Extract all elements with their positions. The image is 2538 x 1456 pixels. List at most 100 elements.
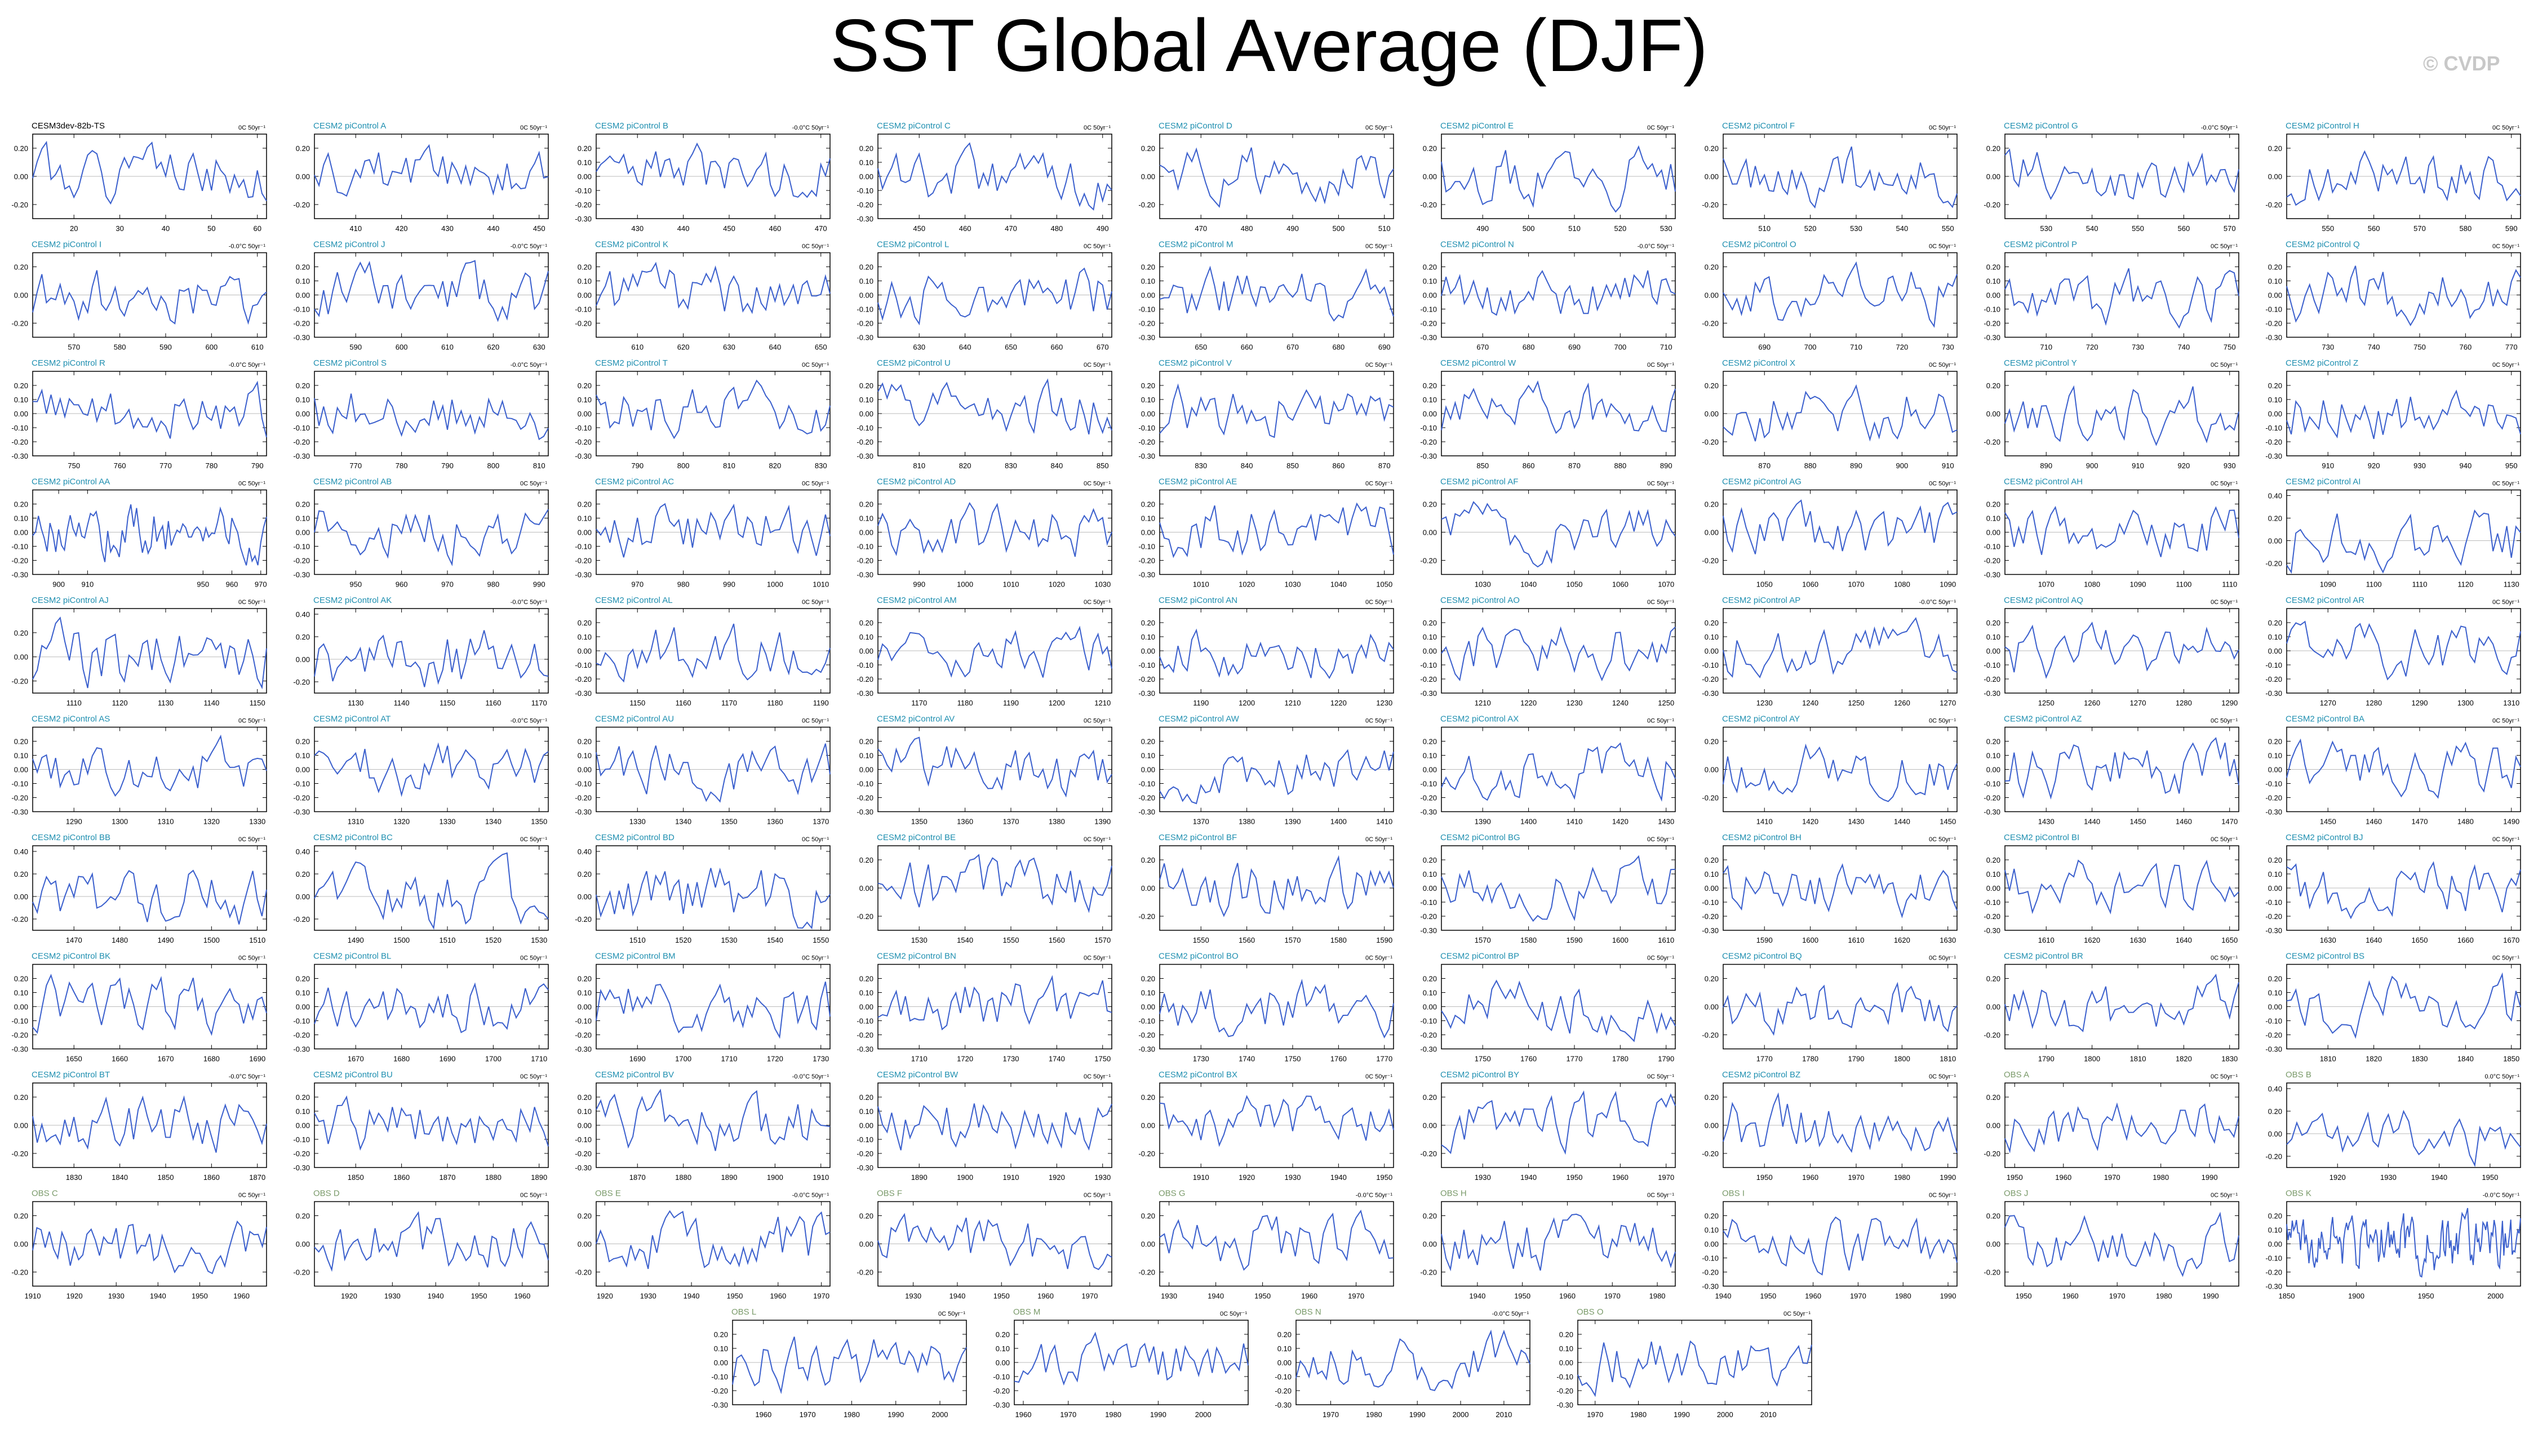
x-tick-label: 1340 [675, 818, 691, 826]
trend-label: 0C 50yr⁻¹ [1365, 1073, 1392, 1080]
x-tick-label: 1750 [1475, 1055, 1491, 1063]
trend-label: 0C 50yr⁻¹ [520, 125, 547, 131]
trend-label: 0C 50yr⁻¹ [1084, 718, 1111, 725]
chart-panel: CESM2 piControl C 0C 50yr⁻¹ 0.20 0.10 0.00 -0… [857, 121, 1112, 233]
x-tick-label: 460 [769, 224, 782, 233]
x-tick-label: 530 [2040, 224, 2052, 233]
x-tick-label: 730 [1942, 343, 1954, 352]
y-tick-label: 0.00 [1986, 529, 2000, 537]
x-tick-label: 990 [533, 580, 545, 589]
series-line [1723, 617, 1958, 678]
chart-panel: CESM2 piControl BD 0C 50yr⁻¹ 0.40 0.20 0.00 -… [575, 833, 831, 944]
panel-title: CESM2 piControl P [2004, 240, 2077, 250]
x-tick-label: 480 [1241, 224, 1253, 233]
y-tick-label: 0.10 [578, 514, 592, 523]
x-tick-label: 1130 [2504, 580, 2519, 589]
panel-title: OBS A [2004, 1070, 2029, 1080]
x-tick-label: 1950 [2418, 1292, 2434, 1300]
y-tick-label: -0.10 [575, 187, 592, 195]
y-tick-label: -0.30 [1984, 334, 2000, 342]
trend-label: 0C 50yr⁻¹ [1084, 481, 1111, 487]
x-tick-label: 1410 [1756, 818, 1773, 826]
x-tick-label: 1960 [1301, 1292, 1317, 1300]
x-tick-label: 1030 [1094, 580, 1111, 589]
y-tick-label: -0.20 [11, 557, 28, 565]
trend-label: 0.0°C 50yr⁻¹ [2484, 1073, 2519, 1080]
x-tick-label: 1070 [2038, 580, 2055, 589]
x-tick-label: 970 [255, 580, 267, 589]
y-tick-label: -0.20 [2265, 201, 2282, 209]
y-tick-label: -0.20 [293, 1031, 310, 1040]
chart-panel: CESM2 piControl BJ 0C 50yr⁻¹ 0.20 0.10 0.00 -… [2265, 833, 2521, 944]
y-tick-label: 0.20 [1986, 500, 2000, 509]
y-tick-label: -0.10 [2265, 305, 2282, 314]
x-tick-label: 470 [815, 224, 827, 233]
series-line [1723, 261, 1958, 328]
y-tick-label: 0.00 [14, 291, 28, 300]
y-tick-label: -0.10 [11, 780, 28, 788]
y-tick-label: -0.20 [857, 319, 873, 328]
x-tick-label: 710 [1660, 343, 1672, 352]
y-tick-label: -0.20 [1556, 1387, 1573, 1395]
y-tick-label: -0.20 [1138, 912, 1155, 921]
panel-title: CESM2 piControl BO [1159, 952, 1239, 961]
x-tick-label: 1410 [1376, 818, 1392, 826]
trend-label: 0C 50yr⁻¹ [2492, 362, 2519, 369]
x-tick-label: 810 [723, 461, 735, 470]
trend-label: 0C 50yr⁻¹ [1084, 362, 1111, 369]
y-tick-label: 0.00 [578, 766, 592, 774]
y-tick-label: 0.00 [859, 172, 873, 181]
x-tick-label: 1530 [911, 936, 928, 944]
x-tick-label: 760 [114, 461, 126, 470]
y-tick-label: -0.10 [2265, 1254, 2282, 1263]
y-tick-label: 0.00 [1423, 291, 1437, 300]
chart-panel: CESM2 piControl AW 0C 50yr⁻¹ 0.20 0.10 0.00 -… [1138, 714, 1394, 826]
x-tick-label: 1940 [428, 1292, 444, 1300]
y-tick-label: -0.20 [1984, 201, 2000, 209]
series-line [2286, 509, 2521, 574]
y-tick-label: -0.30 [293, 808, 310, 816]
x-tick-label: 1940 [1715, 1292, 1732, 1300]
y-tick-label: 0.00 [1423, 410, 1437, 418]
chart-panel: CESM3dev-82b-TS 0C 50yr⁻¹ 0.20 0.00 -0.20 20 3… [11, 121, 267, 233]
y-tick-label: 0.20 [14, 263, 28, 272]
plot-frame [314, 845, 549, 931]
series-line [877, 625, 1112, 678]
x-tick-label: 470 [1005, 224, 1017, 233]
x-tick-label: 710 [1850, 343, 1862, 352]
x-tick-label: 1860 [393, 1173, 410, 1182]
y-tick-label: 0.10 [859, 633, 873, 641]
trend-label: 0C 50yr⁻¹ [2492, 125, 2519, 131]
panel-title: CESM2 piControl X [1722, 358, 1795, 368]
x-tick-label: 1640 [2366, 936, 2382, 944]
x-tick-label: 970 [631, 580, 644, 589]
x-tick-label: 1200 [1239, 699, 1255, 707]
panel-title: CESM2 piControl AE [1159, 477, 1237, 487]
chart-panel: CESM2 piControl BY 0C 50yr⁻¹ 0.20 0.00 -0.20… [1420, 1070, 1676, 1182]
series-line [1159, 265, 1394, 322]
chart-panel: CESM2 piControl E 0C 50yr⁻¹ 0.20 0.00 -0.20 4… [1420, 121, 1676, 233]
x-tick-label: 1710 [721, 1055, 738, 1063]
x-tick-label: 1010 [1003, 580, 1019, 589]
y-tick-label: 0.20 [1423, 263, 1437, 272]
series-line [596, 142, 831, 198]
trend-label: 0C 50yr⁻¹ [1084, 1073, 1111, 1080]
x-tick-label: 730 [2322, 343, 2334, 352]
chart-panel: CESM2 piControl AK -0.0°C 50yr⁻¹ 0.40 0.20 0… [293, 596, 549, 707]
series-line [1159, 628, 1394, 680]
x-tick-label: 1470 [66, 936, 82, 944]
y-tick-label: -0.20 [11, 1149, 28, 1158]
x-tick-label: 1870 [440, 1173, 456, 1182]
x-tick-label: 1750 [1094, 1055, 1111, 1063]
y-tick-label: -0.20 [293, 201, 310, 209]
chart-panel: CESM2 piControl I -0.0°C 50yr⁻¹ 0.20 0.00 -0… [11, 240, 267, 352]
x-tick-label: 1480 [112, 936, 128, 944]
x-tick-label: 1950 [726, 1292, 743, 1300]
y-tick-label: 0.20 [859, 619, 873, 627]
y-tick-label: -0.20 [575, 1031, 592, 1040]
y-tick-label: -0.20 [1420, 675, 1437, 683]
x-tick-label: 1030 [1285, 580, 1301, 589]
x-tick-label: 1800 [1894, 1055, 1910, 1063]
chart-panel: CESM2 piControl H 0C 50yr⁻¹ 0.20 0.00 -0.20 5… [2265, 121, 2521, 233]
y-tick-label: 0.10 [1141, 989, 1155, 997]
